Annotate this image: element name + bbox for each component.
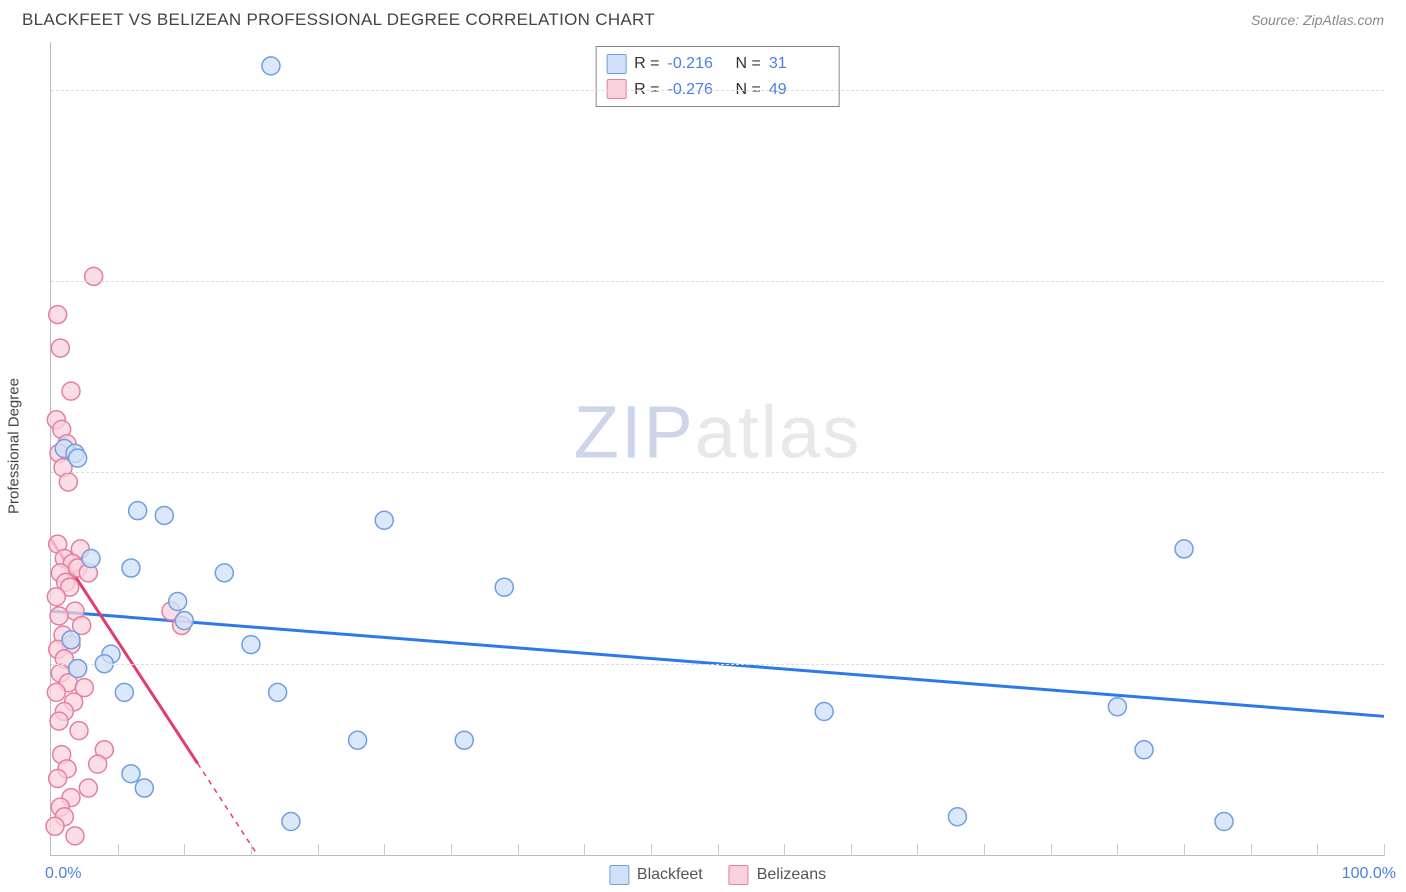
- data-point: [262, 57, 280, 75]
- data-point: [815, 703, 833, 721]
- chart-area: ZIPatlas R = -0.216 N = 31 R = -0.276 N …: [50, 42, 1384, 856]
- x-tick: [1251, 844, 1252, 856]
- data-point: [115, 683, 133, 701]
- legend-item-blackfeet: Blackfeet: [609, 865, 703, 885]
- data-point: [46, 817, 64, 835]
- data-point: [215, 564, 233, 582]
- data-point: [59, 473, 77, 491]
- gridline-h: [51, 90, 1384, 91]
- y-tick-label: 2.0%: [1390, 655, 1406, 673]
- source-label: Source: ZipAtlas.com: [1251, 12, 1384, 28]
- data-point: [89, 755, 107, 773]
- x-axis-min-label: 0.0%: [45, 865, 81, 883]
- data-point: [47, 683, 65, 701]
- data-point: [122, 559, 140, 577]
- x-tick: [518, 844, 519, 856]
- x-tick: [784, 844, 785, 856]
- x-tick: [1384, 844, 1385, 856]
- data-point: [495, 578, 513, 596]
- data-point: [66, 827, 84, 845]
- data-point: [169, 593, 187, 611]
- r-value-blackfeet: -0.216: [668, 51, 728, 77]
- data-point: [129, 502, 147, 520]
- data-point: [47, 588, 65, 606]
- data-point: [69, 659, 87, 677]
- x-tick: [1117, 844, 1118, 856]
- data-point: [79, 779, 97, 797]
- gridline-h: [51, 472, 1384, 473]
- data-point: [135, 779, 153, 797]
- data-point: [155, 506, 173, 524]
- x-tick: [1051, 844, 1052, 856]
- x-tick: [184, 844, 185, 856]
- data-point: [242, 636, 260, 654]
- data-point: [62, 382, 80, 400]
- y-tick-label: 8.0%: [1390, 81, 1406, 99]
- x-tick: [118, 844, 119, 856]
- legend-item-belizeans: Belizeans: [729, 865, 826, 885]
- data-point: [282, 813, 300, 831]
- x-tick: [1184, 844, 1185, 856]
- gridline-h: [51, 664, 1384, 665]
- data-point: [49, 769, 67, 787]
- r-label: R =: [634, 51, 659, 77]
- data-point: [50, 712, 68, 730]
- data-point: [175, 612, 193, 630]
- data-point: [70, 722, 88, 740]
- swatch-blackfeet-icon: [609, 865, 629, 885]
- y-tick-label: 4.0%: [1390, 463, 1406, 481]
- data-point: [349, 731, 367, 749]
- legend-label-belizeans: Belizeans: [757, 866, 826, 884]
- data-point: [1108, 698, 1126, 716]
- legend-label-blackfeet: Blackfeet: [637, 866, 703, 884]
- x-axis-max-label: 100.0%: [1342, 865, 1396, 883]
- x-tick: [584, 844, 585, 856]
- swatch-blackfeet: [606, 54, 626, 74]
- data-point: [62, 631, 80, 649]
- x-tick: [251, 844, 252, 856]
- series-legend: Blackfeet Belizeans: [609, 865, 826, 885]
- data-point: [69, 449, 87, 467]
- gridline-h: [51, 281, 1384, 282]
- x-tick: [984, 844, 985, 856]
- data-point: [375, 511, 393, 529]
- n-value-blackfeet: 31: [769, 51, 829, 77]
- data-point: [1135, 741, 1153, 759]
- page-title: BLACKFEET VS BELIZEAN PROFESSIONAL DEGRE…: [22, 10, 655, 30]
- correlation-legend: R = -0.216 N = 31 R = -0.276 N = 49: [595, 46, 840, 107]
- x-tick: [1317, 844, 1318, 856]
- x-tick: [917, 844, 918, 856]
- data-point: [948, 808, 966, 826]
- x-tick: [318, 844, 319, 856]
- y-axis-label: Professional Degree: [6, 378, 23, 514]
- data-point: [50, 607, 68, 625]
- data-point: [1215, 813, 1233, 831]
- legend-row-blackfeet: R = -0.216 N = 31: [606, 51, 829, 77]
- data-point: [85, 267, 103, 285]
- y-tick-label: 6.0%: [1390, 272, 1406, 290]
- data-point: [455, 731, 473, 749]
- x-tick: [651, 844, 652, 856]
- scatter-plot-svg: [51, 42, 1384, 855]
- x-tick: [851, 844, 852, 856]
- swatch-belizeans-icon: [729, 865, 749, 885]
- x-tick: [718, 844, 719, 856]
- n-label: N =: [736, 51, 761, 77]
- data-point: [269, 683, 287, 701]
- data-point: [122, 765, 140, 783]
- data-point: [1175, 540, 1193, 558]
- x-tick: [384, 844, 385, 856]
- trend-line-dashed: [198, 763, 258, 855]
- data-point: [49, 306, 67, 324]
- x-tick: [451, 844, 452, 856]
- data-point: [51, 339, 69, 357]
- data-point: [82, 549, 100, 567]
